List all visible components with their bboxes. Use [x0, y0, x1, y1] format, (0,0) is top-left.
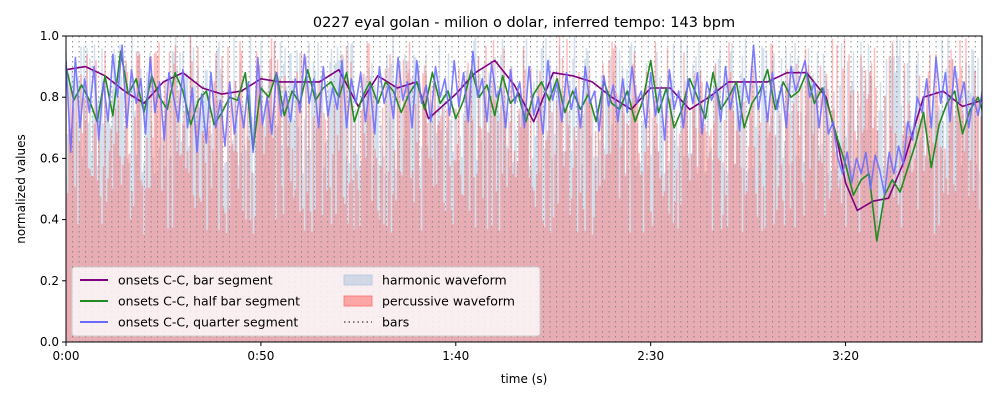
x-axis: 0:00 0:50 1:40 2:30 3:20 — [53, 342, 859, 363]
x-tick-label: 0:50 — [247, 349, 274, 363]
y-tick-label: 0.6 — [40, 151, 59, 165]
y-tick-label: 0.8 — [40, 90, 59, 104]
x-tick-label: 3:20 — [832, 349, 859, 363]
y-tick-label: 1.0 — [40, 29, 59, 43]
x-tick-label: 1:40 — [442, 349, 469, 363]
legend-label: onsets C-C, quarter segment — [118, 315, 298, 330]
series-line-1 — [66, 59, 982, 212]
y-tick-label: 0.4 — [40, 213, 59, 227]
y-axis-label: normalized values — [14, 134, 28, 244]
legend-label: harmonic waveform — [382, 273, 507, 288]
series-lines — [66, 44, 982, 242]
legend-label: onsets C-C, bar segment — [118, 273, 273, 288]
x-axis-label: time (s) — [501, 372, 548, 386]
legend-label: bars — [382, 315, 409, 330]
legend-swatch — [343, 274, 373, 286]
legend-label: onsets C-C, half bar segment — [118, 294, 300, 309]
legend-swatch — [343, 295, 373, 307]
y-tick-label: 0.0 — [40, 335, 59, 349]
y-axis: 0.0 0.2 0.4 0.6 0.8 1.0 — [40, 29, 66, 349]
chart-title: 0227 eyal golan - milion o dolar, inferr… — [313, 15, 735, 31]
plot-frame — [65, 35, 983, 343]
y-tick-label: 0.2 — [40, 274, 59, 288]
x-tick-label: 2:30 — [637, 349, 664, 363]
legend: onsets C-C, bar segment onsets C-C, half … — [71, 266, 541, 337]
legend-label: percussive waveform — [382, 294, 515, 309]
x-tick-label: 0:00 — [53, 349, 80, 363]
legend-box — [71, 266, 541, 337]
series-line-3 — [66, 44, 982, 196]
